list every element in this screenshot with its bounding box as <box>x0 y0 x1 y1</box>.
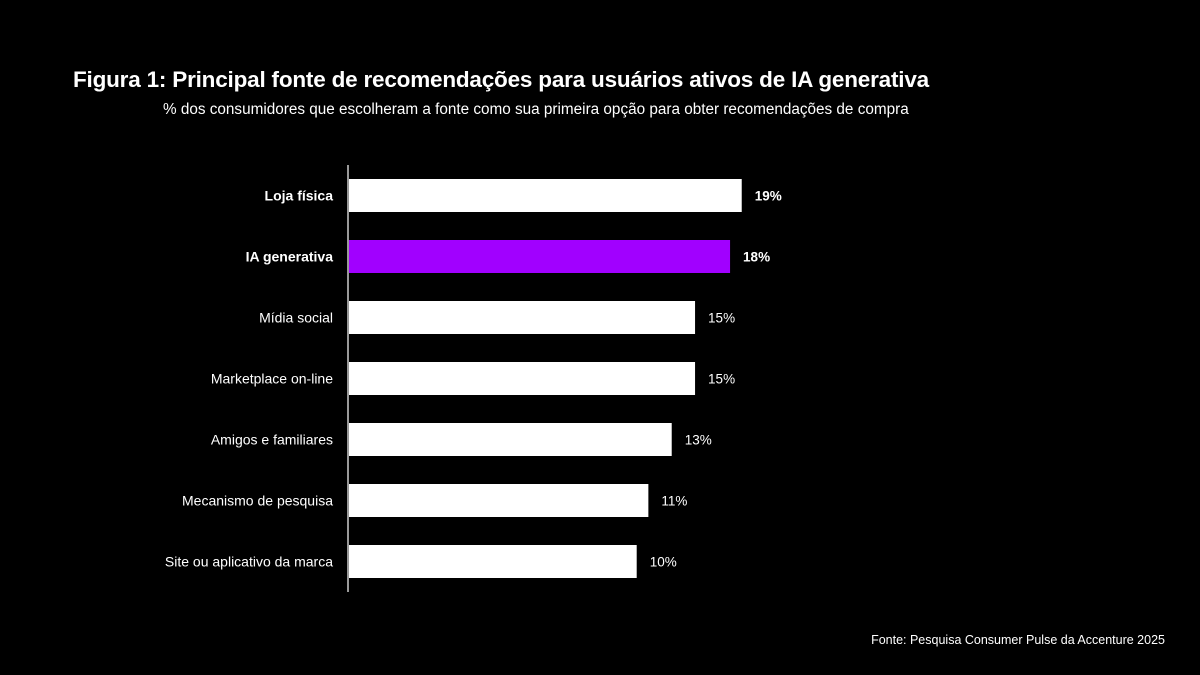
chart-subtitle: % dos consumidores que escolheram a font… <box>163 101 909 118</box>
data-label: 11% <box>661 494 687 509</box>
data-label: 19% <box>755 189 782 204</box>
bar-5 <box>349 484 649 517</box>
category-label: Amigos e familiares <box>211 432 333 448</box>
bar-3 <box>349 362 696 395</box>
category-label: IA generativa <box>246 249 334 265</box>
source-note: Fonte: Pesquisa Consumer Pulse da Accent… <box>871 633 1165 647</box>
bar-1 <box>349 240 731 273</box>
data-label: 10% <box>650 555 677 570</box>
data-label: 13% <box>685 433 712 448</box>
category-label: Marketplace on-line <box>211 371 333 387</box>
bar-2 <box>349 301 696 334</box>
data-label: 15% <box>708 311 735 326</box>
bar-4 <box>349 423 672 456</box>
chart-title: Figura 1: Principal fonte de recomendaçõ… <box>73 67 929 92</box>
category-label: Mídia social <box>259 310 333 326</box>
category-label: Mecanismo de pesquisa <box>182 493 333 509</box>
data-label: 18% <box>743 250 770 265</box>
bar-6 <box>349 545 637 578</box>
category-label: Site ou aplicativo da marca <box>165 554 333 570</box>
data-label: 15% <box>708 372 735 387</box>
bar-0 <box>349 179 742 212</box>
category-label: Loja física <box>265 188 334 204</box>
